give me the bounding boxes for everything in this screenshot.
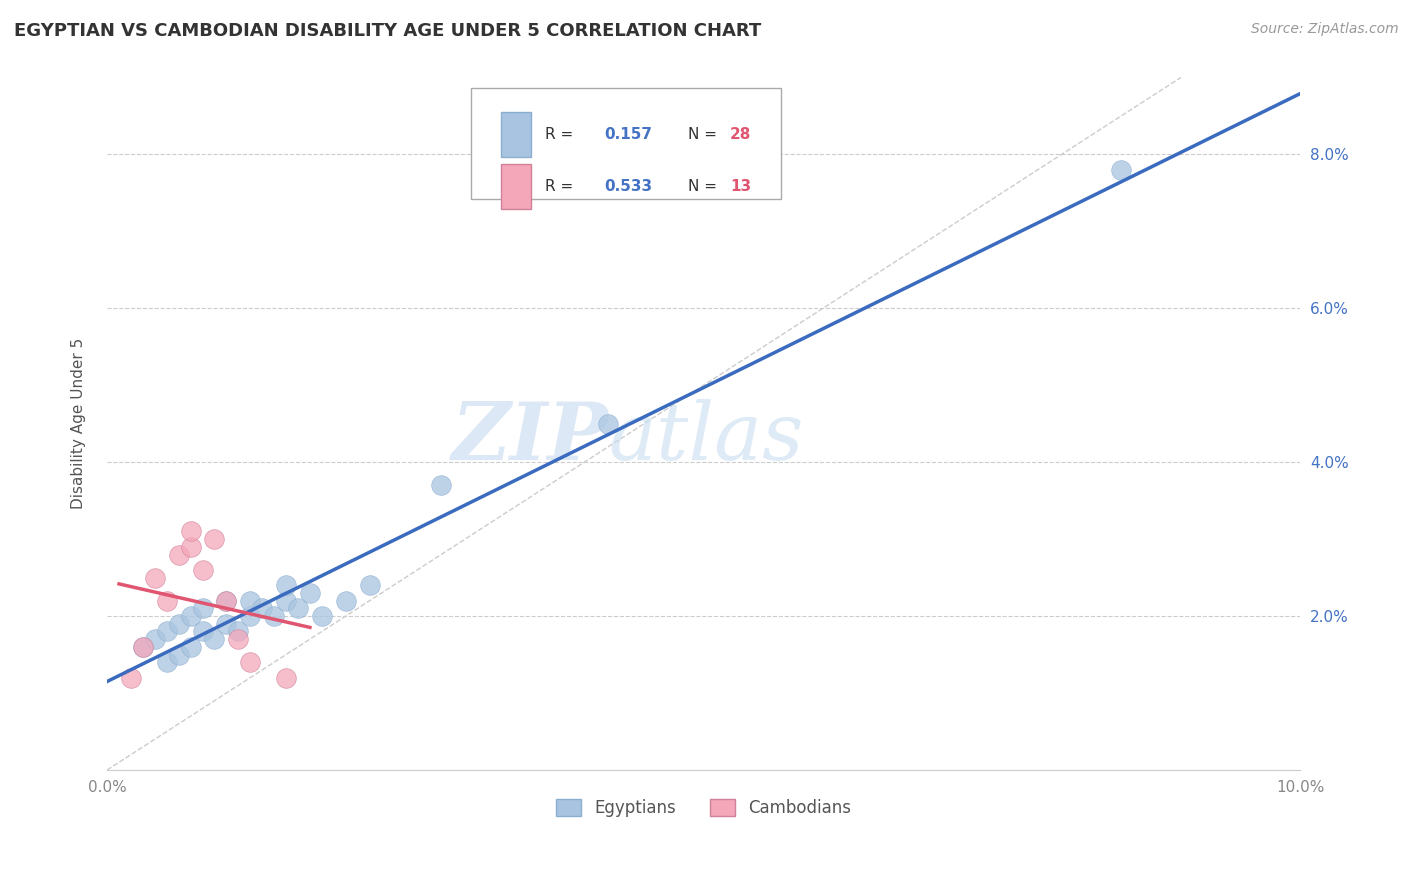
Point: [430, 478, 453, 492]
Point: [274, 578, 297, 592]
FancyBboxPatch shape: [501, 112, 530, 157]
Point: [167, 616, 190, 631]
Text: ZIP: ZIP: [451, 399, 609, 476]
Text: R =: R =: [546, 179, 578, 194]
FancyBboxPatch shape: [501, 164, 530, 209]
Point: [143, 632, 166, 647]
Point: [1109, 162, 1132, 177]
Point: [156, 593, 179, 607]
Legend: Egyptians, Cambodians: Egyptians, Cambodians: [550, 792, 858, 824]
Text: 0.157: 0.157: [605, 127, 652, 142]
Point: [239, 593, 262, 607]
Point: [298, 586, 321, 600]
Point: [180, 540, 202, 554]
Point: [191, 563, 214, 577]
Point: [180, 524, 202, 539]
Text: N =: N =: [688, 179, 723, 194]
Point: [180, 609, 202, 624]
Point: [239, 609, 262, 624]
Point: [156, 624, 179, 639]
Point: [132, 640, 155, 654]
Y-axis label: Disability Age Under 5: Disability Age Under 5: [72, 338, 86, 509]
Text: N =: N =: [688, 127, 723, 142]
Point: [239, 655, 262, 669]
Point: [167, 648, 190, 662]
Point: [287, 601, 309, 615]
Point: [167, 548, 190, 562]
Point: [204, 532, 226, 546]
Point: [180, 640, 202, 654]
Point: [191, 624, 214, 639]
Point: [215, 593, 238, 607]
Text: 13: 13: [730, 179, 751, 194]
Point: [274, 671, 297, 685]
Point: [359, 578, 381, 592]
Point: [263, 609, 285, 624]
Point: [120, 671, 142, 685]
Point: [598, 417, 620, 431]
Point: [156, 655, 179, 669]
Point: [228, 624, 250, 639]
Point: [311, 609, 333, 624]
Text: 0.533: 0.533: [605, 179, 652, 194]
Text: R =: R =: [546, 127, 578, 142]
FancyBboxPatch shape: [471, 87, 782, 199]
Point: [215, 593, 238, 607]
Point: [191, 601, 214, 615]
Text: EGYPTIAN VS CAMBODIAN DISABILITY AGE UNDER 5 CORRELATION CHART: EGYPTIAN VS CAMBODIAN DISABILITY AGE UND…: [14, 22, 761, 40]
Point: [250, 601, 273, 615]
Text: 28: 28: [730, 127, 751, 142]
Point: [143, 571, 166, 585]
Point: [228, 632, 250, 647]
Point: [215, 616, 238, 631]
Text: Source: ZipAtlas.com: Source: ZipAtlas.com: [1251, 22, 1399, 37]
Text: atlas: atlas: [609, 399, 804, 476]
Point: [204, 632, 226, 647]
Point: [274, 593, 297, 607]
Point: [335, 593, 357, 607]
Point: [132, 640, 155, 654]
